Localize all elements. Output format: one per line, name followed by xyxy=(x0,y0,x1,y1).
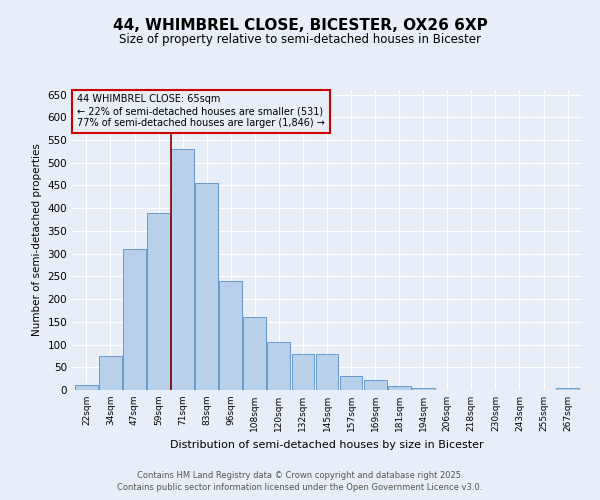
Bar xyxy=(123,249,146,390)
Text: Contains HM Land Registry data © Crown copyright and database right 2025.
Contai: Contains HM Land Registry data © Crown c… xyxy=(118,471,482,492)
Bar xyxy=(99,356,122,390)
Bar xyxy=(244,318,266,390)
Y-axis label: Number of semi-detached properties: Number of semi-detached properties xyxy=(32,144,42,336)
Bar xyxy=(556,388,579,390)
Bar xyxy=(388,386,410,390)
Text: 44 WHIMBREL CLOSE: 65sqm
← 22% of semi-detached houses are smaller (531)
77% of : 44 WHIMBREL CLOSE: 65sqm ← 22% of semi-d… xyxy=(77,94,325,128)
Text: Size of property relative to semi-detached houses in Bicester: Size of property relative to semi-detach… xyxy=(119,32,481,46)
Bar xyxy=(412,388,434,390)
X-axis label: Distribution of semi-detached houses by size in Bicester: Distribution of semi-detached houses by … xyxy=(170,440,484,450)
Bar xyxy=(340,376,362,390)
Text: 44, WHIMBREL CLOSE, BICESTER, OX26 6XP: 44, WHIMBREL CLOSE, BICESTER, OX26 6XP xyxy=(113,18,487,32)
Bar xyxy=(171,149,194,390)
Bar xyxy=(268,342,290,390)
Bar xyxy=(75,386,98,390)
Bar xyxy=(147,212,170,390)
Bar xyxy=(220,281,242,390)
Bar xyxy=(292,354,314,390)
Bar xyxy=(195,183,218,390)
Bar xyxy=(364,380,386,390)
Bar xyxy=(316,354,338,390)
